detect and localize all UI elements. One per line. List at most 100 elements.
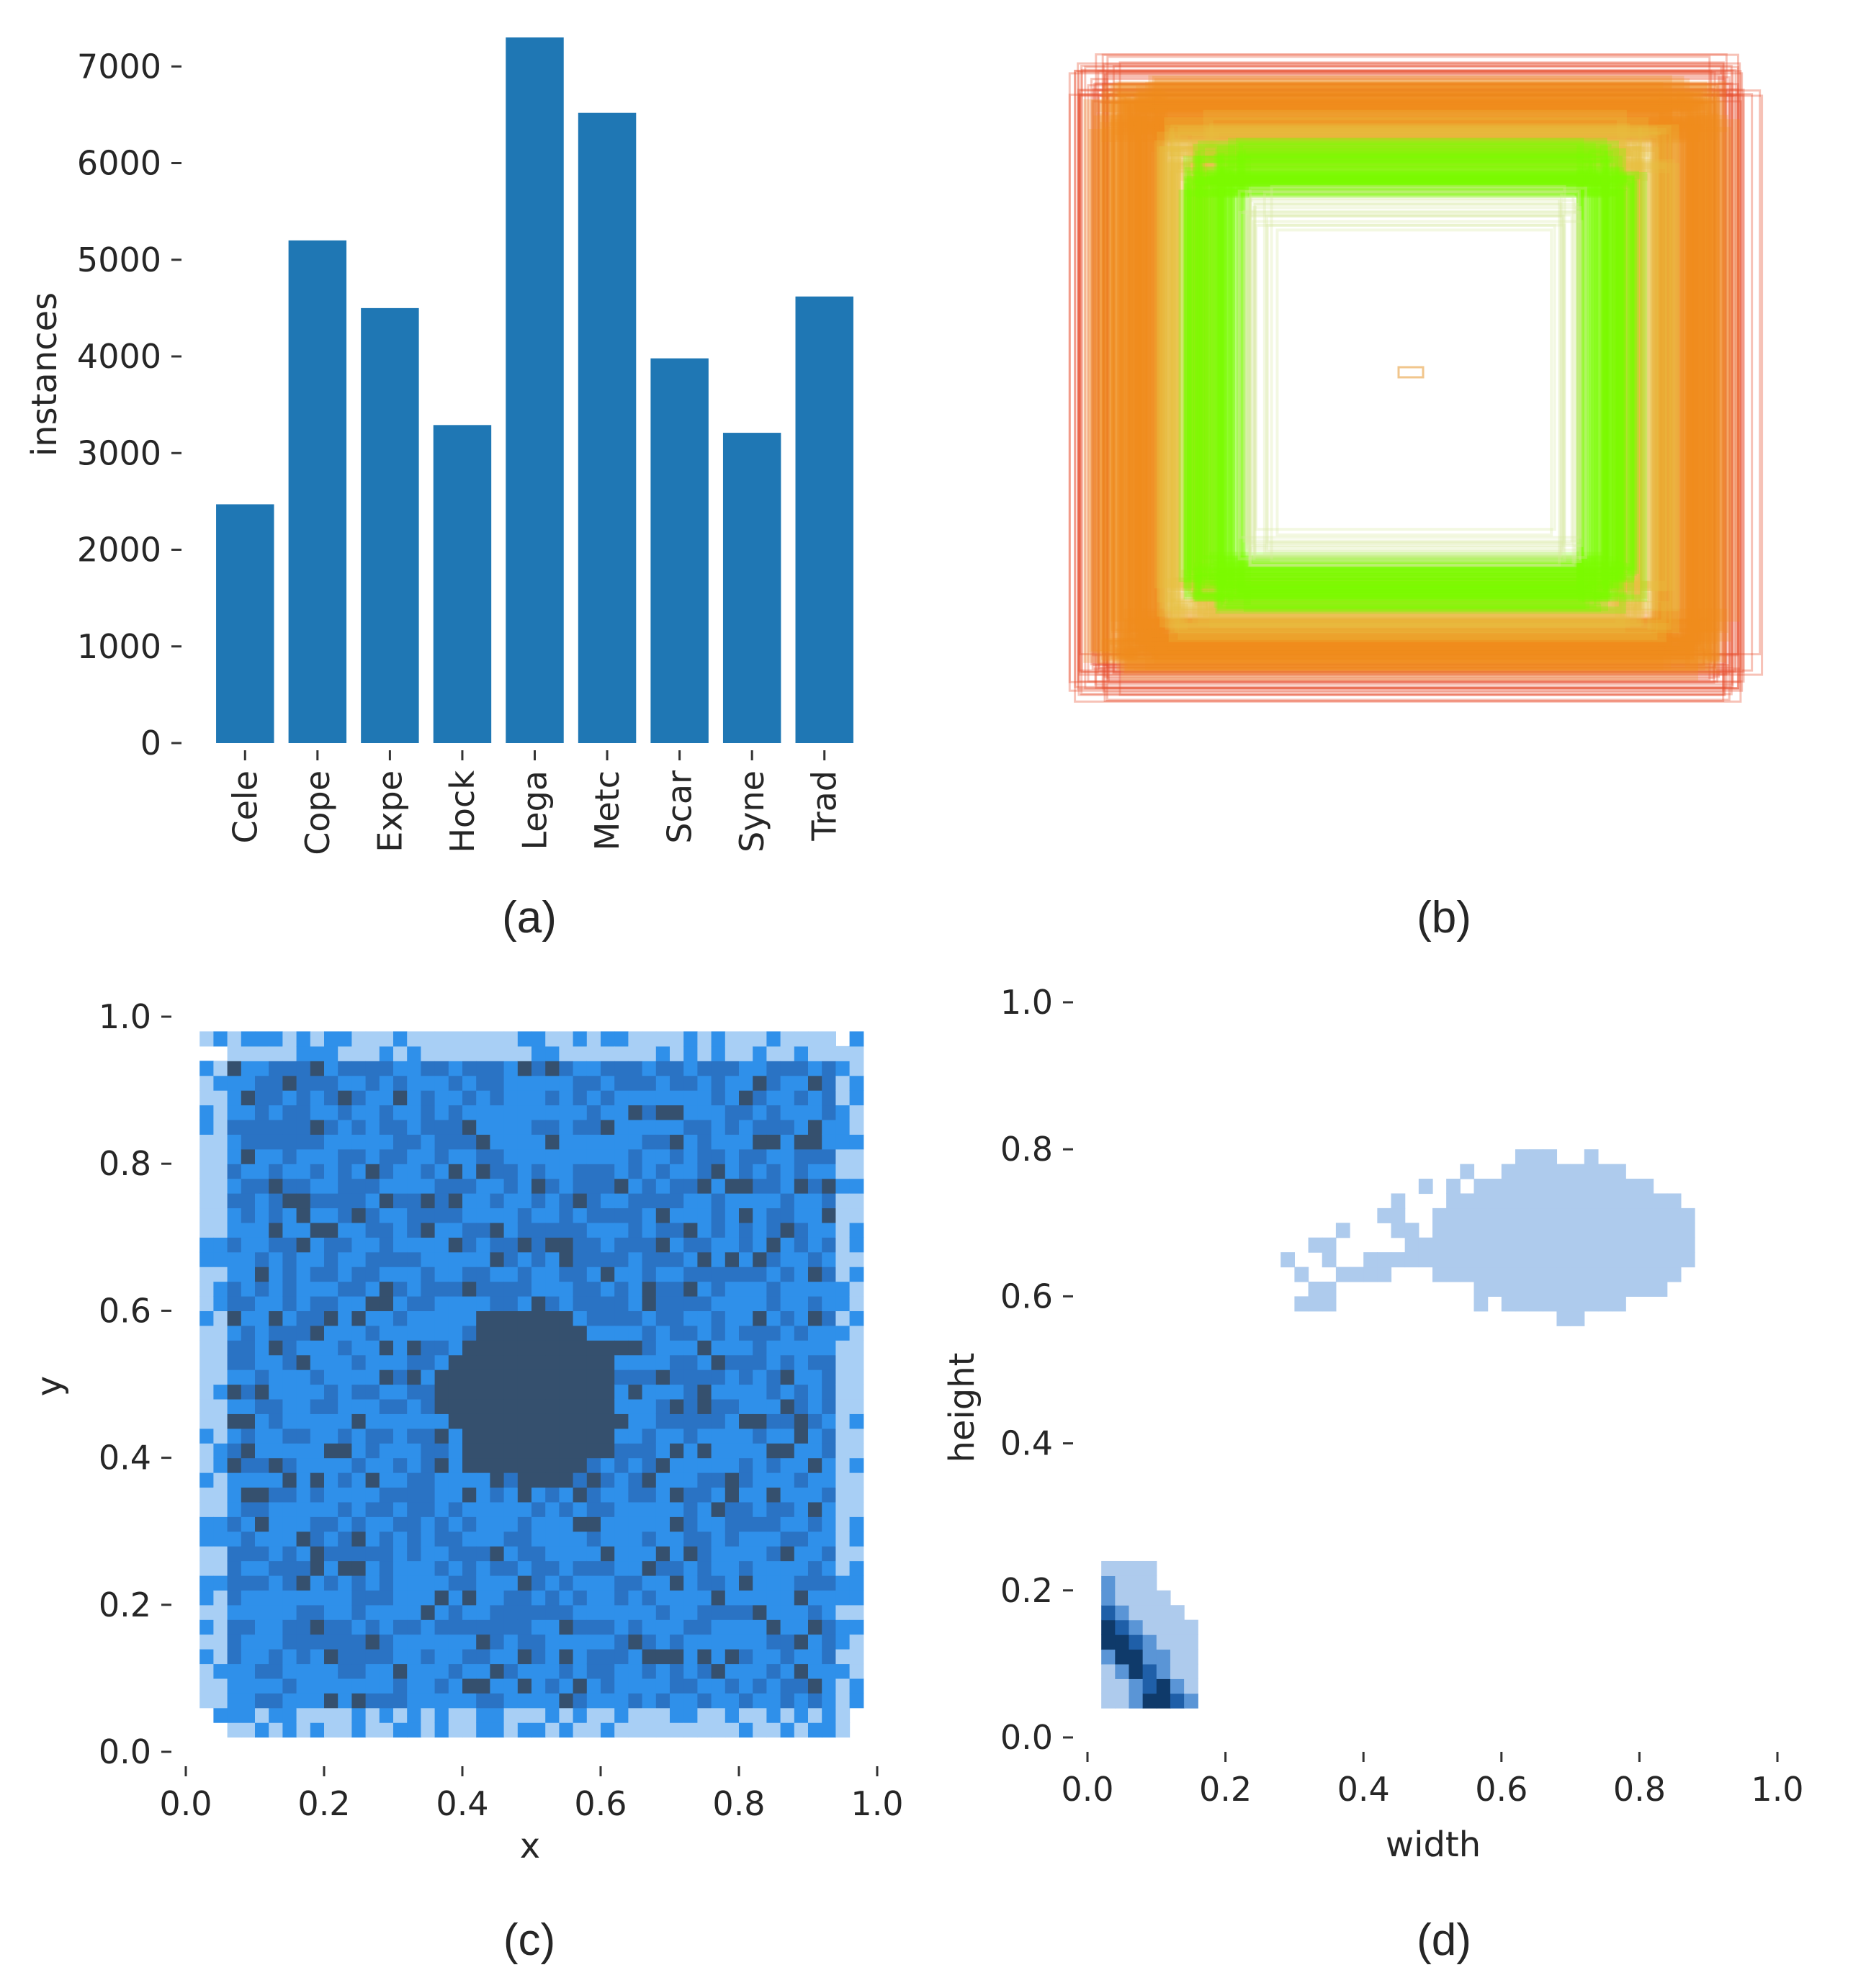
heatmap-cell (545, 1148, 560, 1164)
heatmap-cell (351, 1722, 367, 1738)
heatmap-cell (559, 1061, 574, 1076)
heatmap-cell (794, 1237, 809, 1253)
panel-c-label: (c) (503, 1915, 555, 1965)
heatmap-cell (490, 1061, 505, 1076)
heatmap-cell (213, 1443, 228, 1459)
heatmap-cell (434, 1031, 449, 1047)
heatmap-cell (725, 1457, 740, 1473)
heatmap-cell (655, 1472, 670, 1488)
heatmap-cell (601, 1310, 615, 1326)
heatmap-cell (517, 1090, 532, 1106)
heatmap-cell (601, 1413, 615, 1429)
heatmap-cell (517, 1663, 532, 1679)
bbox-outer (1112, 64, 1723, 674)
heatmap-cell (753, 1428, 767, 1444)
heatmap-cell (255, 1119, 269, 1135)
heatmap-cell (199, 1134, 214, 1150)
heatmap-cell (628, 1575, 643, 1591)
heatmap-cell (462, 1295, 477, 1311)
heatmap-cell (794, 1722, 809, 1738)
heatmap-cell (780, 1575, 795, 1591)
heatmap-cell (421, 1398, 436, 1414)
heatmap-cell (849, 1075, 864, 1091)
bbox-orange (1141, 116, 1700, 632)
heatmap-cell (780, 1649, 795, 1665)
heatmap-cell (808, 1619, 822, 1635)
heatmap-cell (503, 1207, 519, 1223)
heatmap-cell (794, 1531, 809, 1547)
heatmap-cell (448, 1178, 463, 1194)
heatmap-cell (655, 1501, 670, 1517)
x-tick-label: Syne (732, 770, 771, 853)
heatmap-cell (476, 1134, 490, 1150)
heatmap-cell (601, 1707, 615, 1723)
heatmap-cell (670, 1722, 684, 1738)
heatmap-cell (739, 1443, 753, 1459)
heatmap-cell (351, 1369, 367, 1385)
heatmap-cell (642, 1281, 657, 1297)
heatmap-cell (421, 1075, 436, 1091)
heatmap-cell (241, 1472, 256, 1488)
heatmap-cell (296, 1472, 311, 1488)
heatmap-cell (1570, 1281, 1585, 1297)
heatmap-cell (725, 1354, 740, 1370)
heatmap-cell (296, 1707, 311, 1723)
heatmap-cell (725, 1531, 740, 1547)
heatmap-cell (199, 1457, 214, 1473)
heatmap-cell (503, 1281, 519, 1297)
heatmap-cell (338, 1178, 352, 1194)
heatmap-cell (503, 1237, 519, 1253)
heatmap-cell (365, 1384, 380, 1400)
heatmap-cell (351, 1207, 367, 1223)
heatmap-cell (642, 1354, 657, 1370)
heatmap-cell (476, 1693, 490, 1709)
y-tick-label: 0.4 (99, 1439, 151, 1477)
bbox-outer (1092, 88, 1739, 657)
heatmap-cell (1529, 1193, 1543, 1209)
heatmap-cell (1129, 1693, 1144, 1709)
heatmap-cell (573, 1193, 588, 1209)
heatmap-cell (586, 1105, 601, 1120)
heatmap-cell (421, 1105, 436, 1120)
heatmap-cell (670, 1560, 684, 1576)
bbox-inner (1255, 223, 1556, 531)
heatmap-cell (379, 1531, 394, 1547)
heatmap-cell (683, 1061, 698, 1076)
heatmap-cell (794, 1119, 809, 1135)
heatmap-cell (573, 1045, 588, 1061)
heatmap-cell (296, 1148, 311, 1164)
heatmap-cell (739, 1075, 753, 1091)
heatmap-cell (1432, 1223, 1447, 1238)
heatmap-cell (573, 1075, 588, 1091)
heatmap-cell (1667, 1237, 1682, 1253)
bbox-green (1238, 142, 1596, 593)
heatmap-cell (725, 1575, 740, 1591)
heatmap-cell (835, 1045, 851, 1061)
bar-trad (795, 296, 853, 743)
panel-c-xy-heatmap: 0.0 0.2 0.4 0.6 0.8 1.0 0.00.20.40.60.81.0 x … (30, 997, 904, 1965)
heatmap-cell (365, 1560, 380, 1576)
heatmap-cell (269, 1222, 283, 1238)
heatmap-cell (227, 1148, 242, 1164)
bbox-yellow (1198, 158, 1644, 626)
heatmap-cell (1473, 1193, 1489, 1209)
heatmap-cell (780, 1193, 795, 1209)
heatmap-cell (753, 1325, 767, 1341)
heatmap-cell (697, 1267, 712, 1282)
heatmap-cell (462, 1516, 477, 1532)
heatmap-cell (725, 1678, 740, 1694)
heatmap-cell (476, 1061, 490, 1076)
heatmap-cell (199, 1634, 214, 1650)
heatmap-cell (365, 1472, 380, 1488)
y-tick-label: 0.0 (99, 1732, 151, 1771)
heatmap-cell (421, 1281, 436, 1297)
heatmap-cell (766, 1164, 781, 1179)
heatmap-cell (655, 1546, 670, 1562)
heatmap-cell (351, 1634, 367, 1650)
heatmap-cell (683, 1340, 698, 1356)
heatmap-cell (794, 1310, 809, 1326)
heatmap-cell (531, 1531, 546, 1547)
heatmap-cell (808, 1516, 822, 1532)
heatmap-cell (586, 1693, 601, 1709)
heatmap-cell (351, 1325, 367, 1341)
